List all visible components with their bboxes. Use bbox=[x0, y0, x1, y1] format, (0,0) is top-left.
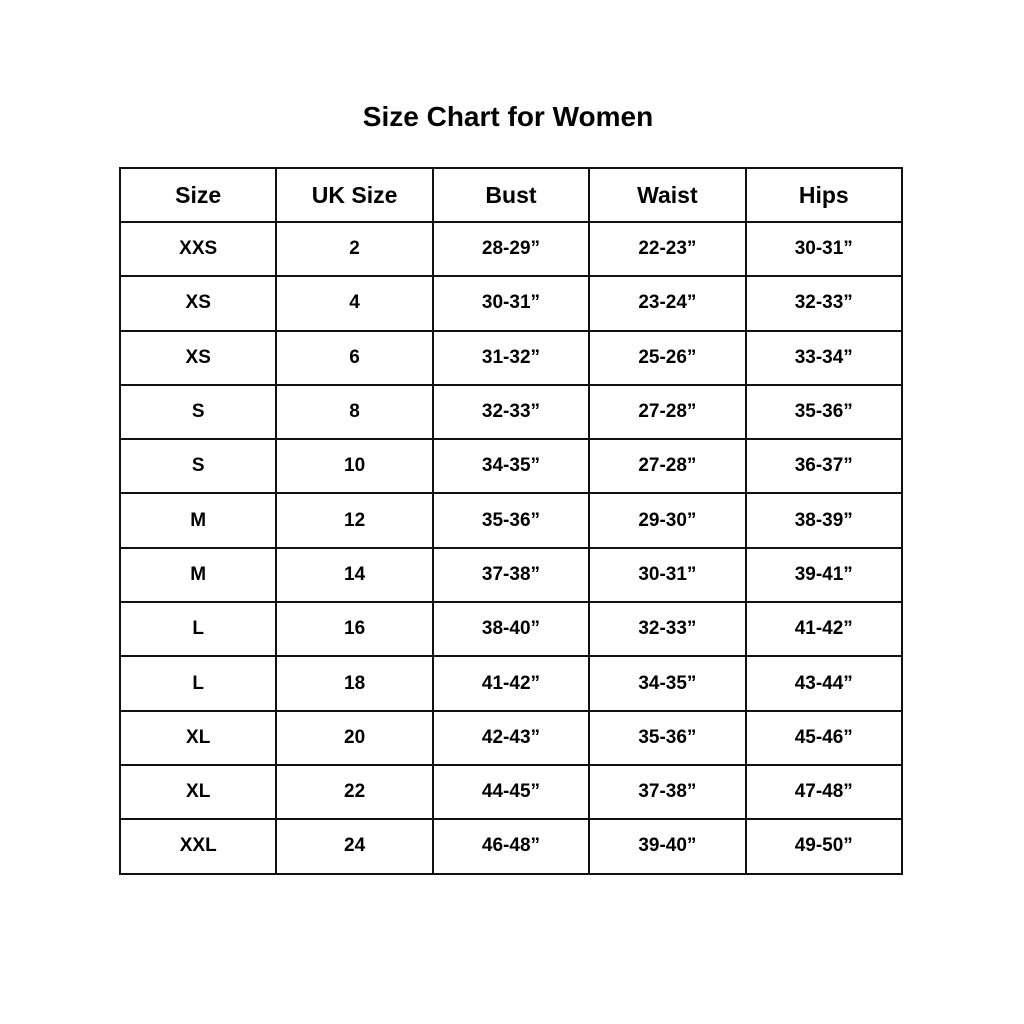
table-cell: 43-44” bbox=[744, 655, 903, 712]
column-header-size: Size bbox=[118, 167, 278, 223]
table-row: L 18 41-42” 34-35” 43-44” bbox=[118, 655, 903, 712]
table-row: S 10 34-35” 27-28” 36-37” bbox=[118, 438, 903, 495]
table-cell: M bbox=[118, 492, 278, 549]
table-cell: XXL bbox=[118, 818, 278, 875]
table-cell: 32-33” bbox=[588, 601, 747, 658]
table-cell: 2 bbox=[275, 220, 434, 278]
table-row: XS 6 31-32” 25-26” 33-34” bbox=[118, 329, 903, 386]
table-cell: 27-28” bbox=[588, 438, 747, 495]
table-cell: XL bbox=[118, 709, 278, 766]
table-cell: 30-31” bbox=[744, 220, 903, 278]
table-row: XXS 2 28-29” 22-23” 30-31” bbox=[118, 220, 903, 278]
table-cell: 22 bbox=[275, 763, 434, 821]
table-row: XS 4 30-31” 23-24” 32-33” bbox=[118, 275, 903, 332]
table-cell: XXS bbox=[118, 220, 278, 278]
size-chart-table: Size UK Size Bust Waist Hips XXS 2 28-29” 22-23… bbox=[118, 167, 903, 875]
table-cell: 37-38” bbox=[431, 546, 591, 604]
table-cell: 4 bbox=[275, 275, 434, 332]
table-cell: 10 bbox=[275, 438, 434, 495]
table-cell: 41-42” bbox=[744, 601, 903, 658]
column-header-bust: Bust bbox=[431, 167, 591, 223]
table-cell: 35-36” bbox=[431, 492, 591, 549]
table-cell: L bbox=[118, 655, 278, 712]
table-row: XL 20 42-43” 35-36” 45-46” bbox=[118, 709, 903, 766]
table-cell: 30-31” bbox=[588, 546, 747, 604]
table-cell: M bbox=[118, 546, 278, 604]
table-cell: 47-48” bbox=[744, 763, 903, 821]
table-row: S 8 32-33” 27-28” 35-36” bbox=[118, 383, 903, 441]
table-row: M 12 35-36” 29-30” 38-39” bbox=[118, 492, 903, 549]
table-cell: 32-33” bbox=[431, 383, 591, 441]
table-cell: 24 bbox=[275, 818, 434, 875]
table-cell: 6 bbox=[275, 329, 434, 386]
table-cell: 14 bbox=[275, 546, 434, 604]
table-cell: 22-23” bbox=[588, 220, 747, 278]
table-cell: L bbox=[118, 601, 278, 658]
table-cell: 41-42” bbox=[431, 655, 591, 712]
table-cell: 34-35” bbox=[588, 655, 747, 712]
table-cell: 20 bbox=[275, 709, 434, 766]
table-cell: 27-28” bbox=[588, 383, 747, 441]
table-cell: 36-37” bbox=[744, 438, 903, 495]
table-cell: 33-34” bbox=[744, 329, 903, 386]
table-cell: 12 bbox=[275, 492, 434, 549]
page-title: Size Chart for Women bbox=[362, 101, 654, 132]
table-cell: 18 bbox=[275, 655, 434, 712]
table-cell: 31-32” bbox=[431, 329, 591, 386]
table-cell: 38-39” bbox=[744, 492, 903, 549]
table-cell: 35-36” bbox=[744, 383, 903, 441]
column-header-hips: Hips bbox=[744, 167, 903, 223]
table-header-row: Size UK Size Bust Waist Hips bbox=[118, 167, 903, 223]
table-cell: 39-41” bbox=[744, 546, 903, 604]
table-cell: 23-24” bbox=[588, 275, 747, 332]
table-cell: 37-38” bbox=[588, 763, 747, 821]
table-cell: 38-40” bbox=[431, 601, 591, 658]
column-header-waist: Waist bbox=[588, 167, 747, 223]
table-cell: XL bbox=[118, 763, 278, 821]
table-cell: 30-31” bbox=[431, 275, 591, 332]
table-cell: 16 bbox=[275, 601, 434, 658]
table-cell: 35-36” bbox=[588, 709, 747, 766]
table-cell: 44-45” bbox=[431, 763, 591, 821]
table-cell: 39-40” bbox=[588, 818, 747, 875]
table-cell: 46-48” bbox=[431, 818, 591, 875]
table-row: L 16 38-40” 32-33” 41-42” bbox=[118, 601, 903, 658]
table-cell: 25-26” bbox=[588, 329, 747, 386]
table-cell: XS bbox=[118, 329, 278, 386]
table-cell: S bbox=[118, 383, 278, 441]
table-cell: 49-50” bbox=[744, 818, 903, 875]
table-cell: 28-29” bbox=[431, 220, 591, 278]
table-body: XXS 2 28-29” 22-23” 30-31” XS 4 30-31” 23-24” 32-… bbox=[118, 220, 903, 875]
table-cell: 32-33” bbox=[744, 275, 903, 332]
table-row: XXL 24 46-48” 39-40” 49-50” bbox=[118, 818, 903, 875]
table-cell: 8 bbox=[275, 383, 434, 441]
table-row: M 14 37-38” 30-31” 39-41” bbox=[118, 546, 903, 604]
table-row: XL 22 44-45” 37-38” 47-48” bbox=[118, 763, 903, 821]
table-cell: S bbox=[118, 438, 278, 495]
table-cell: 29-30” bbox=[588, 492, 747, 549]
table-cell: 34-35” bbox=[431, 438, 591, 495]
table-cell: XS bbox=[118, 275, 278, 332]
table-cell: 42-43” bbox=[431, 709, 591, 766]
column-header-uk-size: UK Size bbox=[275, 167, 434, 223]
table-cell: 45-46” bbox=[744, 709, 903, 766]
